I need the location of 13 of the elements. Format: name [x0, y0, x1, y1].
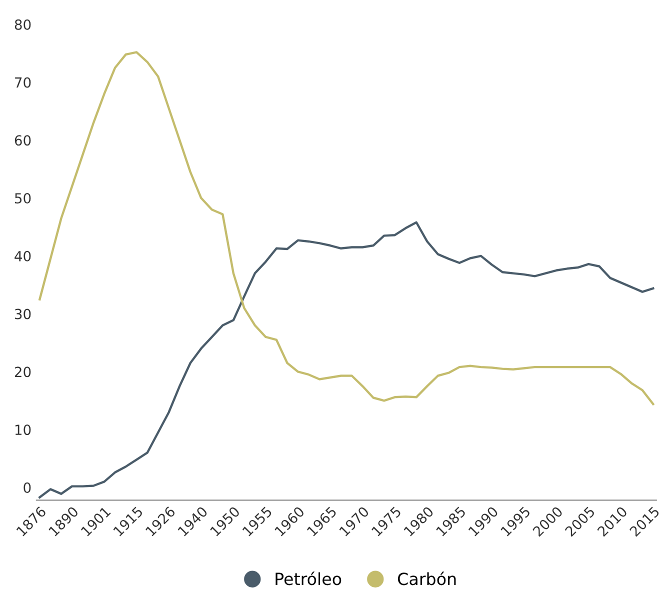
y-tick-label: 50 — [15, 193, 31, 204]
line-series — [38, 51, 654, 406]
y-tick-label: 0 — [24, 482, 31, 493]
y-tick-label: 10 — [15, 424, 31, 436]
legend-label: Petróleo — [276, 572, 342, 586]
y-tick-label: 80 — [14, 19, 31, 30]
y-tick-label: 70 — [15, 77, 31, 88]
y-tick-label: 30 — [14, 308, 31, 320]
y-tick-label: 20 — [14, 366, 31, 378]
y-tick-label: 40 — [14, 250, 31, 262]
legend-label: Carbón — [398, 572, 456, 586]
line-series — [38, 221, 654, 498]
y-tick-label: 60 — [14, 135, 31, 146]
